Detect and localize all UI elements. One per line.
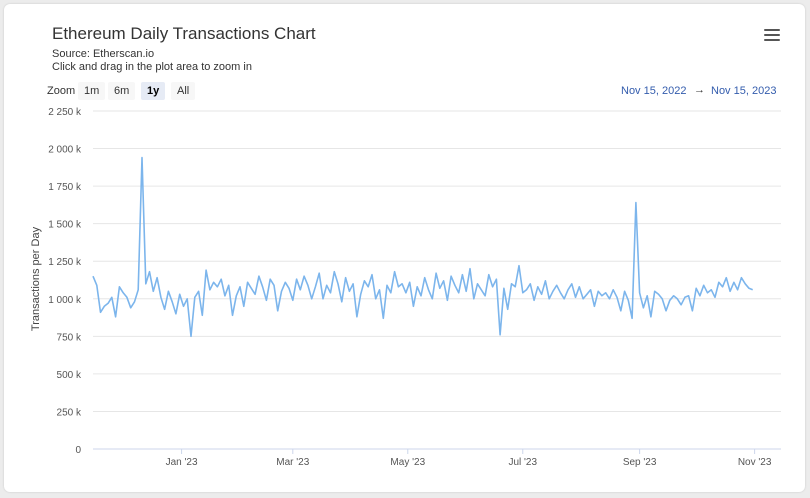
y-tick-label: 1 250 k	[48, 257, 82, 268]
range-from-date[interactable]: Nov 15, 2022	[621, 85, 687, 97]
y-tick-label: 2 000 k	[48, 145, 82, 156]
y-tick-label: 750 k	[57, 332, 82, 343]
y-tick-label: 250 k	[57, 407, 82, 418]
chart-card	[4, 4, 805, 492]
grid-lines	[93, 110, 781, 450]
y-axis-label: Transactions per Day	[30, 226, 42, 331]
y-tick-label: 0	[75, 445, 81, 456]
zoom-all-button[interactable]: All	[171, 82, 196, 100]
x-tick-label: Jul '23	[508, 457, 537, 468]
y-tick-label: 1 000 k	[48, 295, 82, 306]
source-text: Source: Etherscan.io	[52, 48, 155, 60]
x-axis-ticks: Jan '23 Mar '23 May '23 Jul '23 Sep '23 Nov '…	[166, 449, 772, 468]
x-tick-label: May '23	[390, 457, 425, 468]
series-line	[92, 156, 754, 338]
y-tick-label: 1 750 k	[48, 182, 82, 193]
zoom-label: Zoom	[47, 85, 76, 97]
y-tick-label: 2 250 k	[48, 107, 82, 118]
chart-subtitle: Source: Etherscan.io Click and drag in t…	[52, 48, 252, 73]
range-arrow: →	[694, 84, 705, 96]
y-tick-label: 500 k	[57, 370, 82, 381]
y-tick-label: 1 500 k	[48, 220, 82, 231]
range-to-date[interactable]: Nov 15, 2023	[711, 85, 777, 97]
zoom-6m-button[interactable]: 6m	[108, 82, 136, 100]
x-tick-label: Nov '23	[738, 457, 772, 468]
x-tick-label: Mar '23	[276, 457, 309, 468]
x-tick-label: Sep '23	[623, 457, 657, 468]
x-tick-label: Jan '23	[166, 457, 198, 468]
chart-title: Ethereum Daily Transactions Chart	[52, 24, 316, 43]
zoom-hint-text: Click and drag in the plot area to zoom …	[52, 60, 252, 73]
zoom-1m-button[interactable]: 1m	[78, 82, 106, 100]
y-axis-ticks: 0 250 k 500 k 750 k 1 000 k 1 250 k 1 500 k 1 7…	[48, 107, 82, 456]
hamburger-menu-icon[interactable]	[764, 29, 780, 43]
zoom-1y-button[interactable]: 1y	[141, 82, 166, 100]
